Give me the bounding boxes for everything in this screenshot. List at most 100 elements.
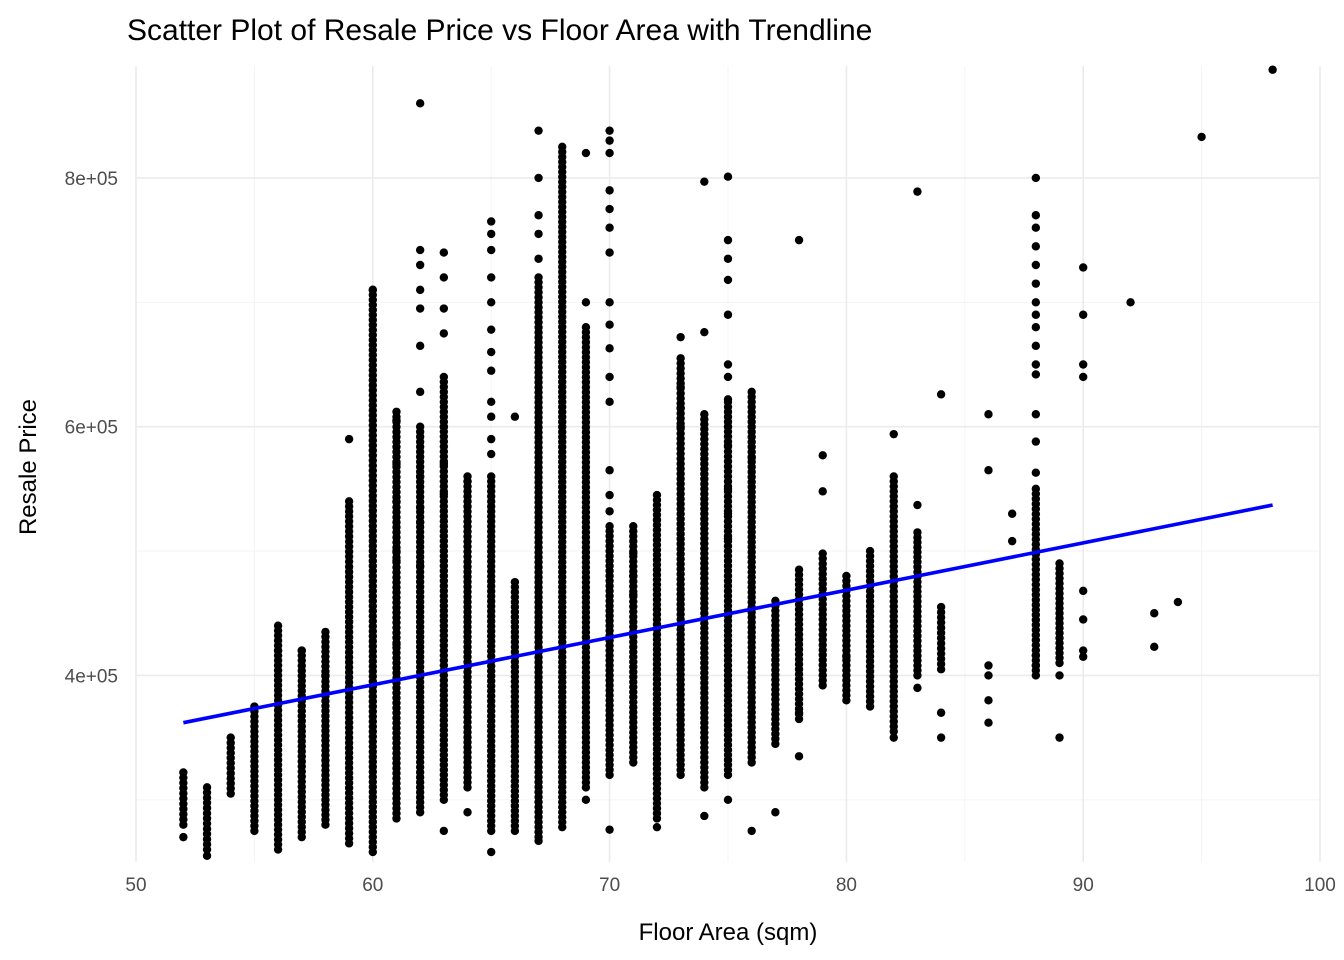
data-point <box>936 733 946 742</box>
data-point <box>1173 597 1183 607</box>
data-point <box>1055 559 1064 568</box>
data-point <box>463 808 472 817</box>
data-point <box>1079 263 1088 272</box>
data-point <box>700 410 709 419</box>
data-point <box>723 372 733 382</box>
data-point <box>1079 372 1088 382</box>
data-point <box>487 434 496 444</box>
data-point <box>723 422 733 431</box>
chart-title: Scatter Plot of Resale Price vs Floor Ar… <box>127 14 872 47</box>
data-point <box>415 99 425 108</box>
data-point <box>487 366 496 375</box>
data-point <box>487 217 496 226</box>
data-point <box>202 783 212 792</box>
data-point <box>1150 609 1159 618</box>
x-axis-ticks: 50 60 70 80 90 100 <box>125 875 1335 896</box>
data-point <box>676 403 685 413</box>
data-point <box>794 235 804 245</box>
data-point <box>415 422 425 431</box>
data-point <box>1031 410 1041 419</box>
data-point <box>771 808 780 817</box>
data-point <box>273 621 283 630</box>
data-point <box>794 752 804 761</box>
data-point <box>415 285 425 295</box>
data-point <box>558 142 567 152</box>
data-point <box>534 126 543 135</box>
data-point <box>700 177 709 186</box>
data-point <box>676 354 685 363</box>
data-point <box>1031 370 1041 379</box>
data-point <box>179 832 188 842</box>
data-point <box>605 397 614 407</box>
data-point <box>439 489 449 499</box>
data-point <box>842 571 851 581</box>
data-point <box>1268 65 1277 74</box>
data-point <box>392 459 401 469</box>
data-point <box>415 387 425 397</box>
data-point <box>581 322 591 332</box>
data-point <box>605 344 614 353</box>
data-point <box>487 397 496 407</box>
data-point <box>415 472 425 481</box>
data-point <box>344 434 354 444</box>
data-point <box>534 254 543 263</box>
data-point <box>534 836 543 846</box>
data-point <box>392 497 401 506</box>
data-point <box>605 186 614 195</box>
data-point <box>1031 173 1041 183</box>
data-point <box>629 571 638 581</box>
data-point <box>723 360 733 369</box>
data-point <box>723 395 733 404</box>
trendline-group <box>183 503 1273 725</box>
data-point <box>1079 615 1088 624</box>
data-point <box>1031 260 1041 270</box>
data-point <box>439 826 449 836</box>
data-point <box>1031 279 1041 288</box>
data-point <box>1126 298 1135 307</box>
data-point <box>1031 360 1041 369</box>
data-point <box>581 795 591 805</box>
data-point <box>629 590 638 599</box>
data-point <box>605 148 614 158</box>
data-point <box>439 372 449 382</box>
data-point <box>723 441 733 450</box>
data-point <box>415 503 425 512</box>
data-point <box>605 507 614 516</box>
data-point <box>936 390 946 399</box>
data-point <box>368 847 377 857</box>
x-tick-label: 60 <box>362 875 383 896</box>
data-point <box>415 245 425 255</box>
data-point <box>439 248 449 257</box>
data-point <box>487 412 496 421</box>
data-point <box>510 577 520 587</box>
data-point <box>439 329 449 338</box>
data-point <box>1055 671 1064 680</box>
data-point <box>273 646 283 655</box>
data-point <box>676 332 685 342</box>
data-point <box>747 826 756 836</box>
data-point <box>392 416 401 425</box>
data-point <box>1031 484 1041 494</box>
data-point <box>984 718 993 727</box>
y-tick-label: 4e+05 <box>65 666 118 687</box>
data-point <box>723 534 733 543</box>
data-point <box>889 429 898 439</box>
data-point <box>865 546 875 556</box>
data-point <box>605 136 614 145</box>
data-point <box>321 671 330 680</box>
data-point <box>723 310 733 319</box>
data-point <box>439 459 449 469</box>
data-point <box>676 382 685 392</box>
data-point <box>1031 298 1041 307</box>
data-point <box>487 298 496 307</box>
data-point <box>889 733 898 742</box>
data-point <box>581 148 591 158</box>
data-point <box>1031 211 1041 220</box>
data-point <box>463 477 472 486</box>
y-tick-label: 8e+05 <box>65 169 118 190</box>
data-point <box>652 490 662 500</box>
data-point <box>605 490 614 500</box>
data-point <box>226 733 235 742</box>
data-point <box>534 211 543 220</box>
data-point <box>1031 322 1041 332</box>
